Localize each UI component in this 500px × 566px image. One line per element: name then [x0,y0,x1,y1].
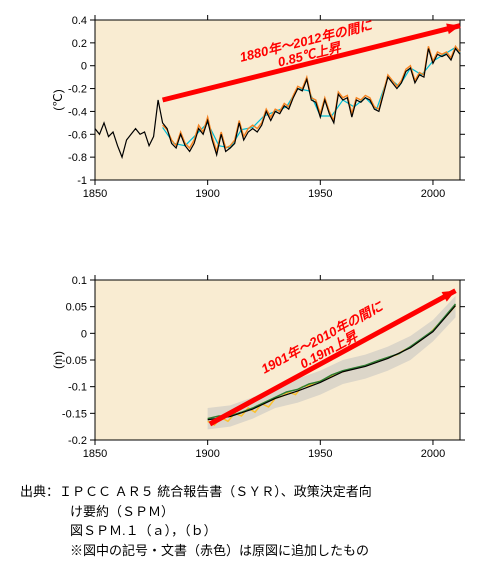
svg-text:-0.6: -0.6 [68,129,87,141]
svg-text:-0.15: -0.15 [62,408,87,420]
svg-text:(℃): (℃) [51,89,65,110]
svg-text:0: 0 [81,328,87,340]
svg-text:-0.2: -0.2 [68,435,87,447]
svg-text:1950: 1950 [308,448,332,460]
svg-text:1950: 1950 [308,188,332,200]
source-caption: 出典：ＩＰＣＣ ＡＲ５ 統合報告書（ＳＹＲ）、政策決定者向 け要約（ＳＰＭ） 図… [20,482,480,560]
svg-text:-0.05: -0.05 [62,355,87,367]
svg-text:1900: 1900 [195,448,219,460]
svg-text:-0.8: -0.8 [68,152,87,164]
svg-text:-1: -1 [77,175,87,187]
temperature-chart: -1 -0.8 -0.6 -0.4 -0.2 0 0.2 0.4 1850 1900 1950 200… [50,10,470,210]
svg-text:1850: 1850 [83,448,107,460]
svg-text:2000: 2000 [421,188,445,200]
svg-text:2000: 2000 [421,448,445,460]
caption-line-1: 出典：ＩＰＣＣ ＡＲ５ 統合報告書（ＳＹＲ）、政策決定者向 [20,482,480,502]
sealevel-chart: -0.2 -0.15 -0.1 -0.05 0 0.05 0.1 1850 1900 1950 20… [50,270,470,470]
caption-line-4: ※図中の記号・文書（赤色）は原図に追加したもの [20,541,480,561]
caption-line-3: 図ＳＰＭ.１（ａ），（ｂ） [20,521,480,541]
svg-text:1900: 1900 [195,188,219,200]
svg-text:0.2: 0.2 [72,38,87,50]
svg-text:0.05: 0.05 [66,302,87,314]
svg-text:-0.1: -0.1 [68,382,87,394]
svg-text:-0.2: -0.2 [68,84,87,96]
caption-line-2: け要約（ＳＰＭ） [20,502,480,522]
svg-text:1850: 1850 [83,188,107,200]
svg-text:0: 0 [81,61,87,73]
svg-text:0.1: 0.1 [72,275,87,287]
svg-text:(m): (m) [51,351,65,369]
svg-text:-0.4: -0.4 [68,106,87,118]
svg-text:0.4: 0.4 [72,15,87,27]
